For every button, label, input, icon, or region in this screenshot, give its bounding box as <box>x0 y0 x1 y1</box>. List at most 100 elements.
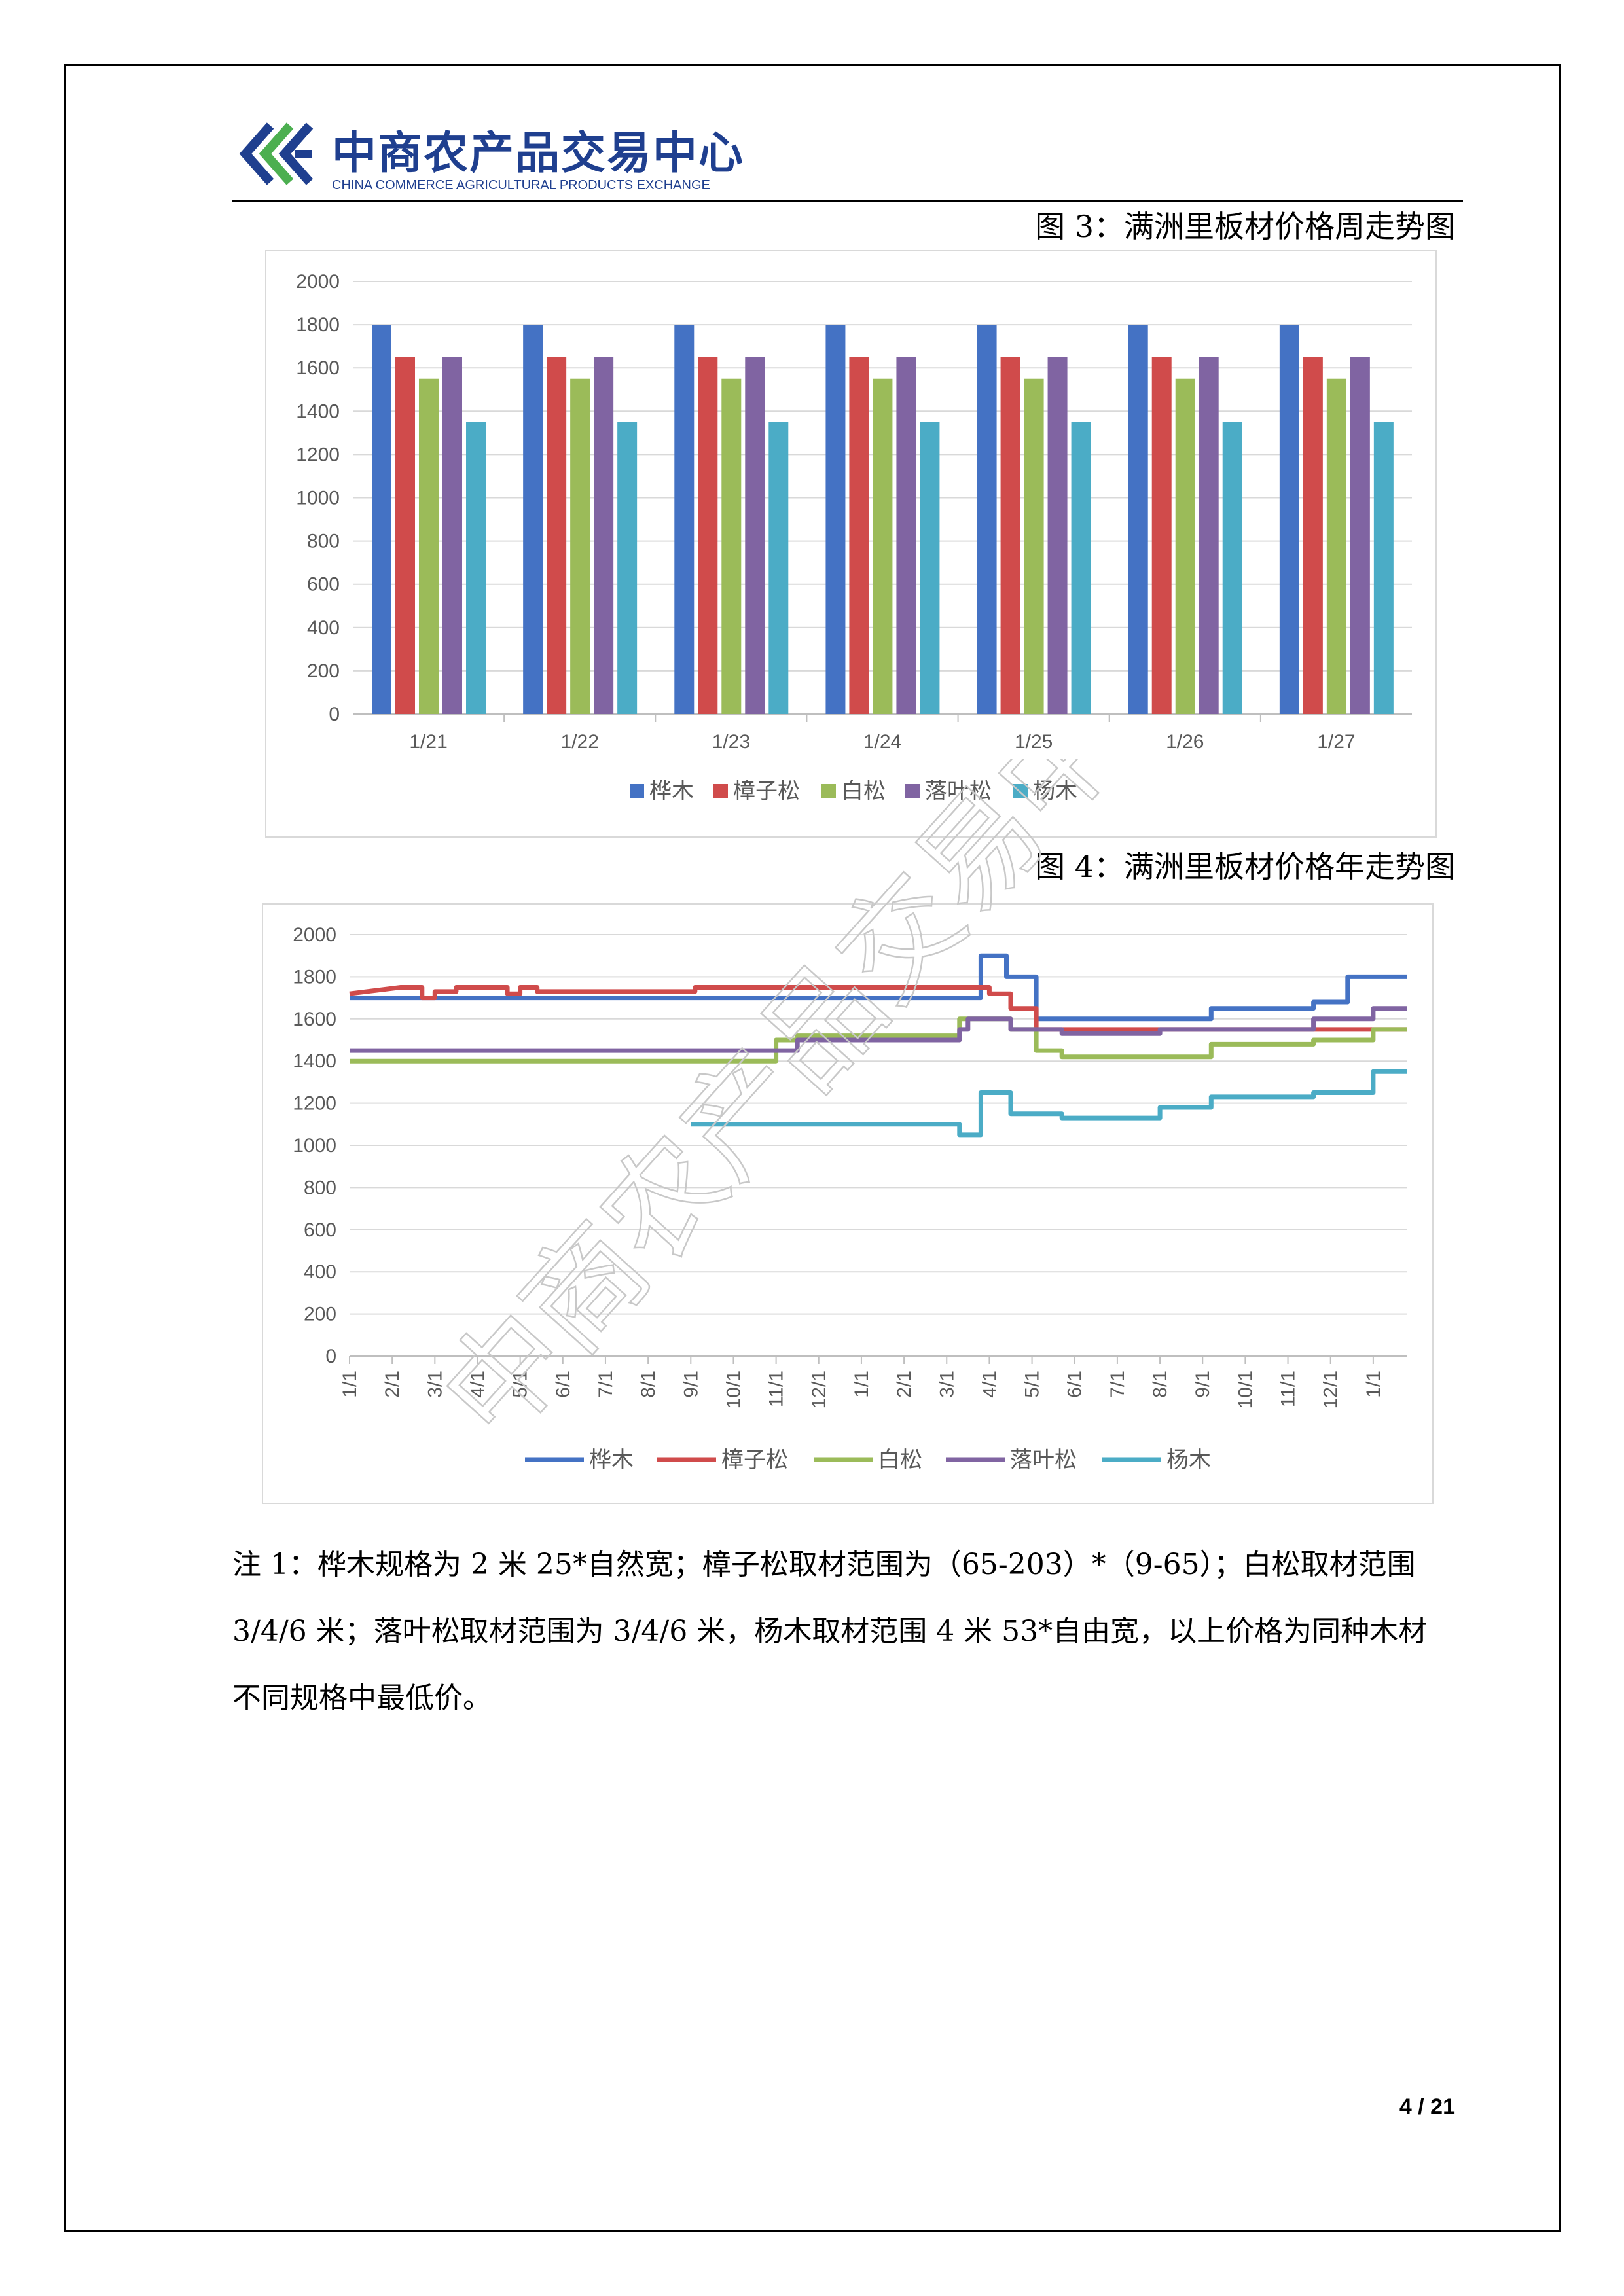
bar <box>617 422 638 714</box>
y-tick-label: 0 <box>329 704 340 725</box>
x-tick-label: 1/1 <box>851 1371 873 1398</box>
bar <box>442 357 462 714</box>
bar <box>1000 357 1020 714</box>
legend-swatch <box>713 784 728 798</box>
bar <box>1222 422 1242 714</box>
y-tick-label: 1800 <box>293 966 336 988</box>
bar <box>395 357 415 714</box>
x-tick-label: 5/1 <box>510 1371 532 1398</box>
x-tick-label: 11/1 <box>766 1371 787 1407</box>
legend-label: 樟子松 <box>733 778 800 804</box>
bar <box>920 422 940 714</box>
x-tick-label: 2/1 <box>893 1371 915 1398</box>
header: 中商农产品交易中心 CHINA COMMERCE AGRICULTURAL PR… <box>232 111 1463 200</box>
x-tick-label: 10/1 <box>1235 1371 1256 1408</box>
footnote-line-1: 注 1：桦木规格为 2 米 25*自然宽；樟子松取材范围为（65-203）*（9… <box>232 1548 1416 1581</box>
exchange-logo-icon <box>239 122 314 185</box>
bar <box>849 357 869 714</box>
bar <box>1350 357 1370 714</box>
legend-label: 落叶松 <box>925 778 992 804</box>
series-line <box>349 985 1407 1032</box>
legend-swatch <box>821 784 836 798</box>
x-tick-label: 12/1 <box>1320 1371 1342 1408</box>
y-tick-label: 800 <box>307 531 340 552</box>
x-tick-label: 1/23 <box>712 731 750 753</box>
x-tick-label: 11/1 <box>1278 1371 1299 1407</box>
y-tick-label: 1600 <box>293 1009 336 1030</box>
y-tick-label: 1000 <box>296 488 340 509</box>
y-tick-label: 1400 <box>293 1050 336 1072</box>
x-tick-label: 1/1 <box>339 1371 361 1398</box>
x-tick-label: 4/1 <box>979 1371 1000 1398</box>
legend-label: 白松 <box>878 1447 922 1473</box>
y-tick-label: 800 <box>304 1177 336 1198</box>
logo-subtitle: CHINA COMMERCE AGRICULTURAL PRODUCTS EXC… <box>332 178 710 192</box>
y-tick-label: 200 <box>304 1304 336 1325</box>
y-tick-label: 1200 <box>293 1093 336 1115</box>
legend-label: 杨木 <box>1033 778 1077 804</box>
legend-label: 樟子松 <box>721 1447 788 1473</box>
bar <box>745 357 765 714</box>
legend-swatch <box>1013 784 1028 798</box>
weekly-bar-chart: 0 200 400 600 800 1000 1200 1400 1600 1800 2000 1/2… <box>265 250 1437 838</box>
bar <box>570 378 590 714</box>
y-tick-label: 1200 <box>296 444 340 465</box>
bar <box>825 325 846 715</box>
bar <box>466 422 486 714</box>
y-tick-label: 2000 <box>296 271 340 293</box>
legend-swatch <box>905 784 920 798</box>
annual-line-chart: 0 200 400 600 800 1000 1200 1400 1600 1800 2000 1/1… <box>262 903 1434 1504</box>
series-line <box>691 1069 1407 1138</box>
x-tick-label: 1/22 <box>561 731 599 753</box>
x-tick-label: 1/24 <box>863 731 901 753</box>
legend-label: 白松 <box>841 778 886 804</box>
bar <box>1326 378 1346 714</box>
x-tick-label: 1/1 <box>1363 1371 1384 1398</box>
x-tick-label: 6/1 <box>1064 1371 1086 1398</box>
x-tick-label: 7/1 <box>1107 1371 1128 1398</box>
x-tick-label: 1/26 <box>1166 731 1204 753</box>
bar <box>594 357 614 714</box>
x-tick-label: 1/25 <box>1015 731 1053 753</box>
y-tick-label: 400 <box>307 617 340 639</box>
legend-label: 落叶松 <box>1010 1447 1077 1473</box>
bar <box>1303 357 1323 714</box>
y-tick-label: 600 <box>304 1219 336 1241</box>
x-tick-label: 6/1 <box>552 1371 574 1398</box>
x-tick-label: 5/1 <box>1022 1371 1043 1398</box>
y-tick-label: 400 <box>304 1261 336 1283</box>
legend-swatch <box>630 784 644 798</box>
x-tick-label: 1/21 <box>409 731 447 753</box>
bar <box>768 422 789 714</box>
x-tick-label: 1/27 <box>1317 731 1355 753</box>
x-tick-label: 7/1 <box>595 1371 617 1398</box>
x-tick-label: 12/1 <box>808 1371 830 1408</box>
bar <box>1279 325 1299 715</box>
page-border <box>64 64 1561 2232</box>
y-tick-label: 200 <box>307 660 340 682</box>
x-tick-label: 9/1 <box>680 1371 702 1398</box>
bar <box>1071 422 1091 714</box>
bar <box>419 378 439 714</box>
legend-label: 桦木 <box>649 778 694 804</box>
bar <box>1373 422 1394 714</box>
x-tick-label: 2/1 <box>382 1371 403 1398</box>
bar <box>896 357 916 714</box>
footnote: 注 1：桦木规格为 2 米 25*自然宽；樟子松取材范围为（65-203）*（9… <box>232 1532 1463 1732</box>
figure3-title: 图 3：满洲里板材价格周走势图 <box>1035 209 1455 244</box>
bar <box>698 357 718 714</box>
figure4-title: 图 4：满洲里板材价格年走势图 <box>1035 849 1455 884</box>
bar <box>1128 325 1148 715</box>
series-line <box>350 953 1407 1022</box>
x-tick-label: 3/1 <box>936 1371 958 1398</box>
bar-chart-svg: 0 200 400 600 800 1000 1200 1400 1600 1800 2000 1/2… <box>296 271 1412 804</box>
logo-title: 中商农产品交易中心 <box>332 128 745 179</box>
bar <box>1024 378 1044 714</box>
bar <box>977 325 997 715</box>
y-tick-label: 1000 <box>293 1135 336 1157</box>
y-tick-label: 1600 <box>296 357 340 379</box>
x-tick-label: 4/1 <box>467 1371 488 1398</box>
line-chart-svg: 0 200 400 600 800 1000 1200 1400 1600 1800 2000 1/1… <box>293 924 1407 1473</box>
y-tick-label: 600 <box>307 574 340 596</box>
footnote-line-2: 3/4/6 米；落叶松取材范围为 3/4/6 米，杨木取材范围 4 米 53*自… <box>232 1615 1428 1648</box>
